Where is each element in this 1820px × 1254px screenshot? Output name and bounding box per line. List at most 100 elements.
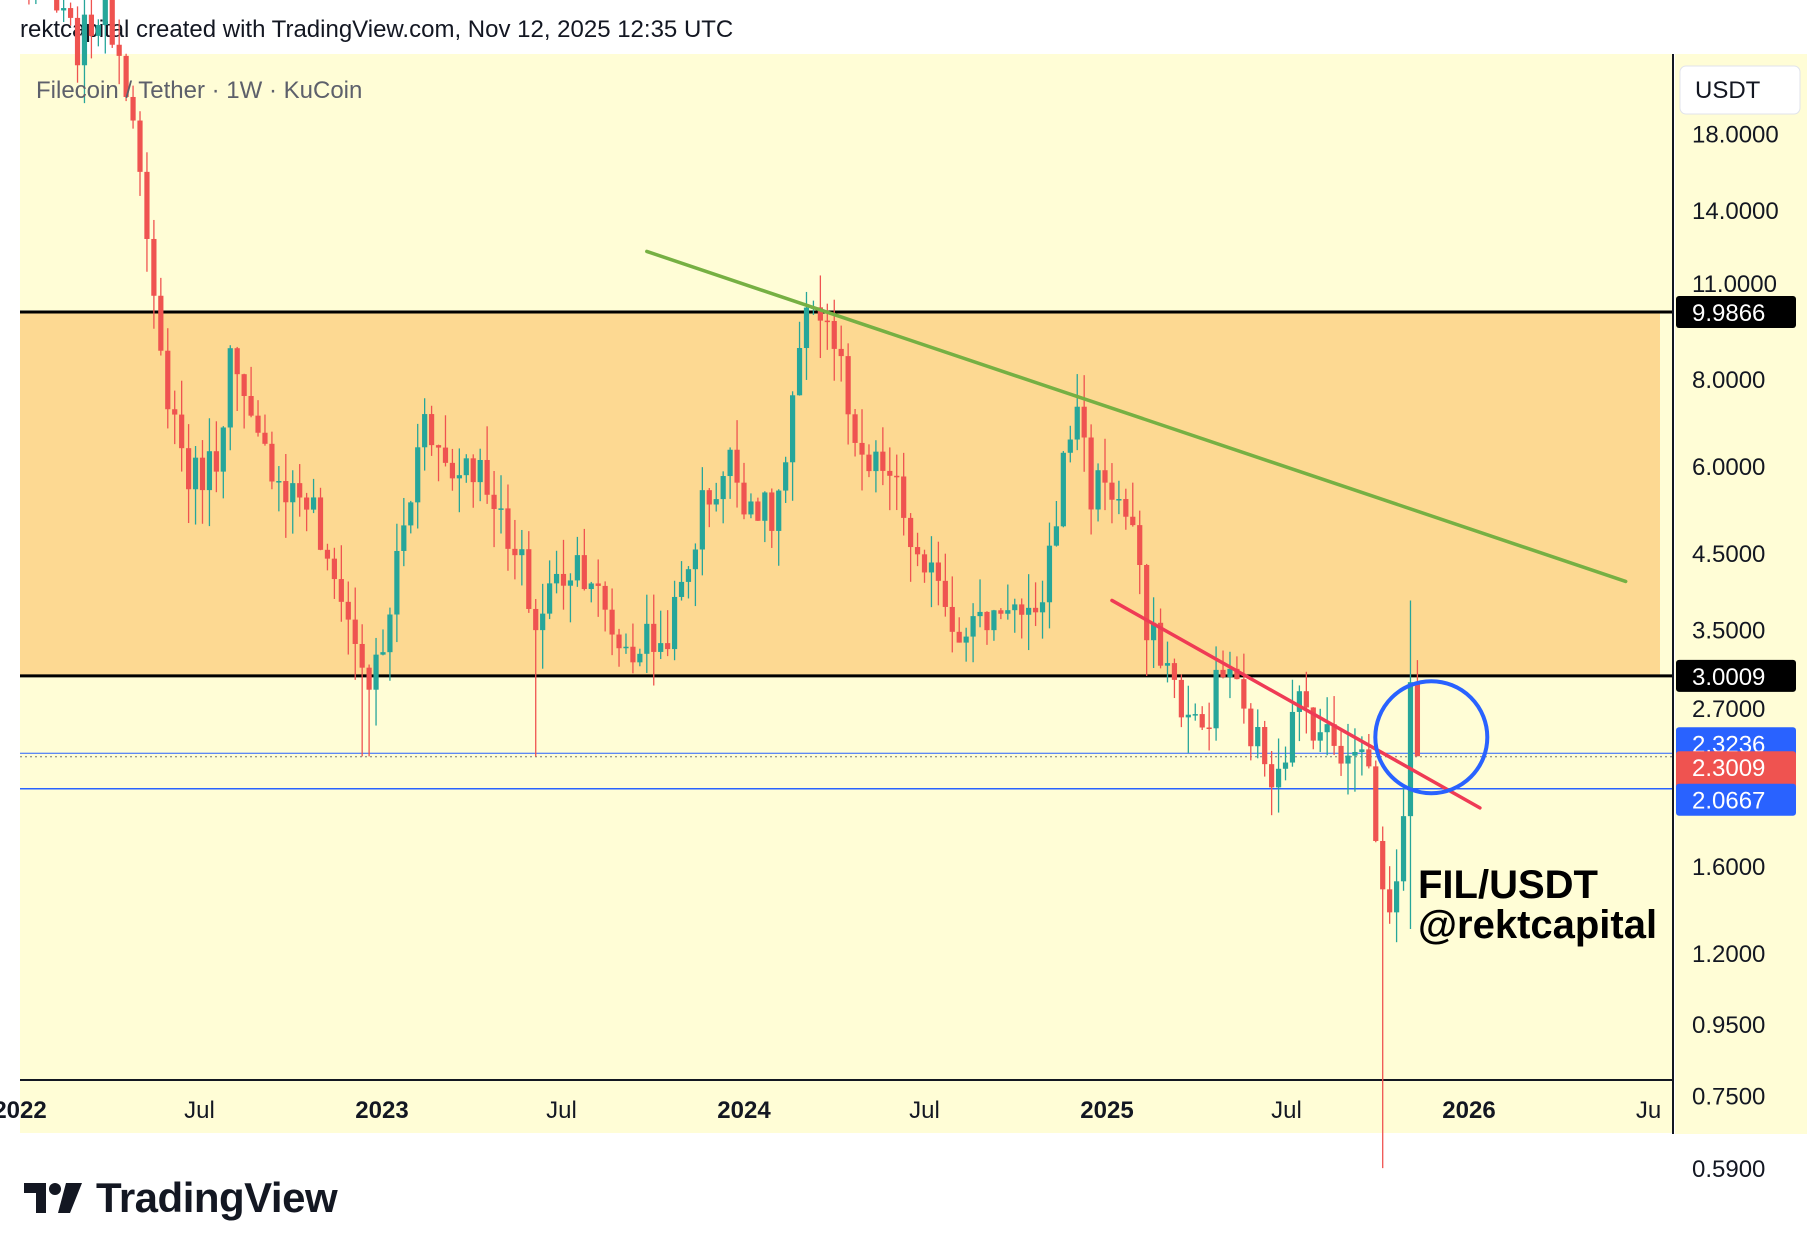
y-tick-label: 2.7000 — [1692, 696, 1765, 723]
candle-body — [873, 451, 879, 472]
price-tag — [1676, 659, 1796, 692]
currency-button[interactable] — [1679, 65, 1801, 115]
candle-body — [859, 442, 865, 455]
candle-body — [95, 24, 101, 36]
candle-body — [685, 569, 692, 582]
candle-body — [783, 462, 789, 491]
x-tick-label: 2024 — [717, 1097, 771, 1124]
candle-body — [762, 492, 768, 521]
y-tick-label: 14.0000 — [1692, 198, 1779, 225]
candle-body — [630, 646, 636, 663]
candle-body — [748, 501, 754, 515]
candle-body — [602, 585, 608, 610]
candle-body — [248, 396, 254, 416]
candle-body — [1095, 470, 1101, 510]
candle-body — [359, 643, 365, 668]
candle-body — [331, 558, 337, 580]
candle-body — [165, 350, 171, 410]
candle-body — [866, 454, 872, 472]
candle-body — [276, 481, 282, 483]
candle-body — [720, 476, 726, 500]
candle-body — [401, 525, 407, 551]
candle-body — [1414, 682, 1421, 757]
candle-body — [192, 457, 199, 490]
candle-body — [956, 631, 962, 643]
candle-body — [1387, 889, 1393, 913]
candle-body — [887, 470, 893, 476]
candle-body — [1137, 525, 1143, 566]
candle-body — [977, 611, 983, 617]
candle-body — [1220, 669, 1226, 678]
candle-body — [1171, 663, 1178, 680]
candle-body — [415, 447, 421, 503]
y-tick-label: 3.5000 — [1692, 617, 1765, 644]
candle-body — [1380, 840, 1386, 890]
candle-body — [283, 481, 289, 503]
candle-body — [1109, 482, 1115, 500]
candle-body — [1400, 816, 1407, 882]
range-zone — [20, 312, 1660, 676]
candle-body — [220, 427, 226, 472]
candle-body — [789, 395, 796, 463]
candle-body — [1213, 669, 1219, 729]
candle-body — [1338, 745, 1344, 764]
candle-body — [67, 8, 74, 18]
candle-body — [692, 549, 699, 570]
candle-body — [741, 482, 747, 515]
candle-body — [1130, 516, 1136, 526]
candle-body — [706, 490, 712, 505]
candle-body — [255, 415, 261, 433]
price-tag — [1676, 783, 1796, 816]
price-tag-label: 2.0667 — [1692, 788, 1765, 815]
candle-body — [137, 120, 143, 172]
candle-body — [352, 619, 358, 644]
candle-body — [1157, 622, 1164, 666]
candle-body — [560, 573, 567, 586]
candle-body — [130, 96, 136, 121]
candle-body — [998, 610, 1004, 614]
candle-body — [1234, 668, 1240, 680]
candle-body — [123, 55, 129, 97]
price-tag — [1676, 296, 1796, 329]
candle-body — [1310, 707, 1316, 741]
candle-body — [477, 459, 483, 483]
candle-body — [921, 554, 928, 573]
candle-body — [942, 580, 948, 607]
candle-body — [1151, 622, 1157, 641]
y-tick-label: 0.5900 — [1692, 1156, 1765, 1183]
candle-body — [1039, 602, 1046, 613]
candle-body — [1074, 406, 1080, 440]
annotation-author: @rektcapital — [1418, 903, 1657, 947]
candle-body — [623, 646, 629, 649]
candle-body — [734, 449, 740, 483]
tradingview-brand[interactable]: TradingView — [24, 1174, 338, 1222]
candle-body — [387, 614, 393, 653]
candle-body — [102, 0, 108, 25]
candle-body — [852, 414, 858, 443]
y-tick-label: 1.6000 — [1692, 854, 1765, 881]
candle-body — [581, 555, 587, 590]
candle-body — [422, 414, 428, 448]
candle-body — [269, 443, 275, 482]
candle-body — [665, 643, 671, 650]
candle-body — [373, 654, 379, 690]
candle-body — [1366, 749, 1372, 767]
candle-body — [553, 573, 560, 584]
price-tag-label: 3.0009 — [1692, 664, 1765, 691]
candle-body — [769, 492, 775, 531]
candle-body — [713, 499, 719, 505]
candle-body — [1060, 452, 1066, 527]
candle-body — [1012, 604, 1018, 611]
candle-body — [317, 497, 324, 550]
candle-body — [540, 613, 546, 631]
candle-body — [1227, 668, 1233, 678]
x-tick-label: Jul — [1271, 1097, 1302, 1124]
x-tick-label: Jul — [184, 1097, 215, 1124]
candle-body — [88, 14, 95, 36]
candle-body — [505, 508, 511, 549]
candle-body — [776, 490, 782, 531]
candle-body — [644, 623, 650, 654]
candle-body — [526, 549, 532, 609]
candle-body — [595, 583, 601, 586]
